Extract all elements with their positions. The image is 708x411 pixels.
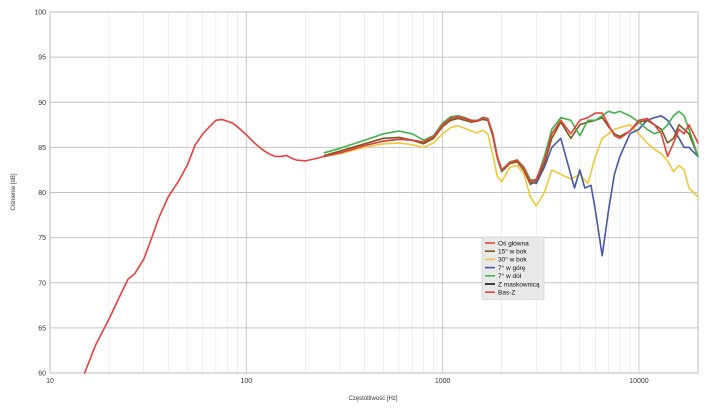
y-tick-label: 95 xyxy=(38,55,46,62)
tick-labels: 60 65 70 75 80 85 90 95 100 10 100 1000 10000 xyxy=(34,10,648,386)
series-line-os-glowna xyxy=(323,112,699,183)
x-tick-label: 10 xyxy=(46,378,54,385)
plot-frame xyxy=(49,11,699,374)
x-tick-label: 10000 xyxy=(629,378,649,385)
y-tick-label: 65 xyxy=(38,325,46,332)
y-tick-label: 75 xyxy=(38,235,46,242)
grid-lines xyxy=(50,11,698,374)
y-axis-title: Ciśnienie [dB] xyxy=(11,173,17,210)
legend-label-15-w-bok: 15° w bok xyxy=(498,248,527,256)
legend-label-os-glowna: Oś główna xyxy=(498,240,529,247)
series-line-bas-z xyxy=(83,118,326,374)
legend-label-7-w-dol: 7° w dół xyxy=(498,272,522,280)
series-line-30-w-bok xyxy=(323,124,699,207)
x-tick-label: 1000 xyxy=(435,378,451,385)
legend-label-bas-z: Bas-Z xyxy=(498,290,515,297)
legend-label-z-maskownica: Z maskownicą xyxy=(498,281,540,288)
y-tick-label: 90 xyxy=(38,100,46,107)
y-tick-label: 70 xyxy=(38,280,46,287)
legend-label-30-w-bok: 30° w bok xyxy=(498,256,527,264)
y-tick-label: 100 xyxy=(34,10,46,17)
y-tick-label: 80 xyxy=(38,190,46,197)
x-tick-label: 100 xyxy=(240,378,252,385)
legend-label-7-w-gore: 7° w górę xyxy=(498,264,526,272)
x-axis-title: Częstotliwość [Hz] xyxy=(348,396,397,402)
y-tick-label: 60 xyxy=(38,371,46,378)
y-tick-label: 85 xyxy=(38,145,46,152)
series-lines xyxy=(83,110,699,374)
